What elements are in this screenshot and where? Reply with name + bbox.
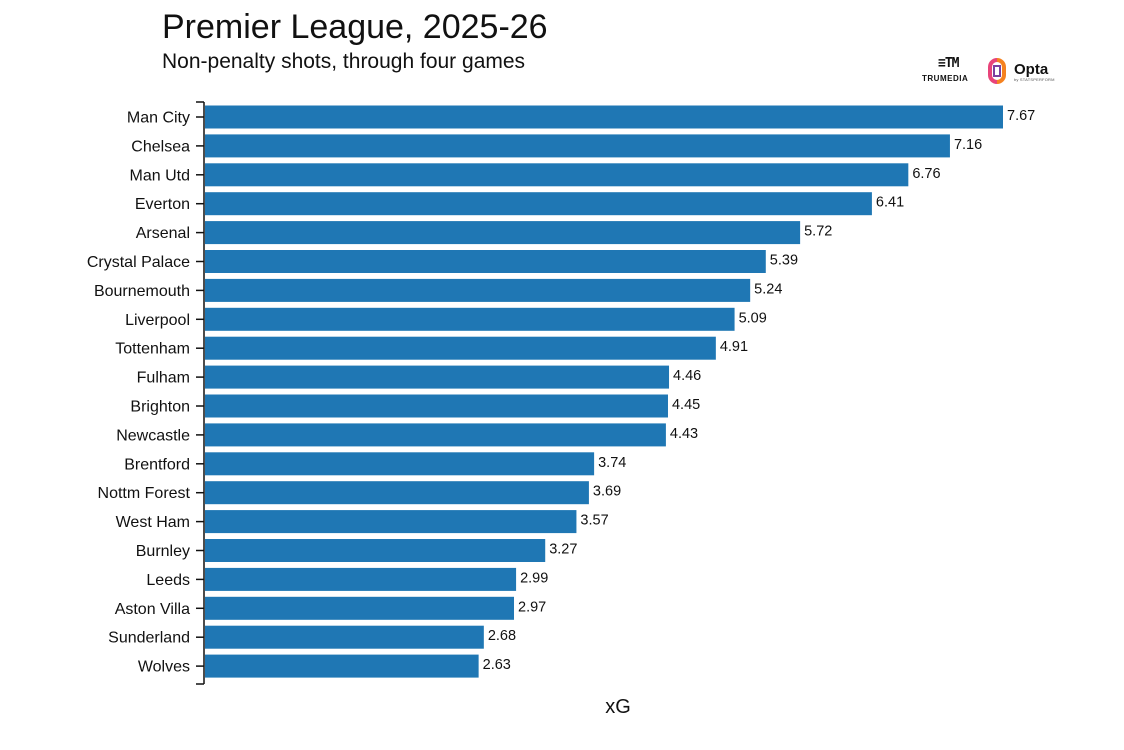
category-label: Bournemouth bbox=[94, 283, 190, 300]
value-label: 7.67 bbox=[1007, 108, 1035, 124]
value-label: 5.72 bbox=[804, 224, 832, 240]
value-label: 2.97 bbox=[518, 599, 546, 615]
category-label: Sunderland bbox=[108, 630, 190, 647]
category-label: Everton bbox=[135, 196, 190, 213]
value-label: 2.99 bbox=[520, 570, 548, 586]
value-label: 5.24 bbox=[754, 281, 782, 297]
category-label: Brighton bbox=[130, 399, 190, 416]
x-axis-label: xG bbox=[605, 696, 631, 718]
value-label: 7.16 bbox=[954, 137, 982, 153]
chart-title: Premier League, 2025-26 bbox=[162, 8, 548, 46]
bar bbox=[205, 481, 589, 505]
trumedia-mark-icon: ≡TM bbox=[938, 56, 960, 71]
value-label: 3.27 bbox=[549, 542, 577, 558]
category-label: Newcastle bbox=[116, 427, 190, 444]
value-label: 6.41 bbox=[876, 195, 904, 211]
opta-wordmark: Opta bbox=[1014, 61, 1049, 78]
bar bbox=[205, 654, 479, 678]
bar bbox=[205, 365, 670, 389]
category-label: Man City bbox=[127, 110, 190, 127]
bar bbox=[205, 278, 751, 302]
value-label: 3.57 bbox=[580, 513, 608, 529]
chart-subtitle: Non-penalty shots, through four games bbox=[162, 50, 526, 73]
category-label: West Ham bbox=[116, 514, 190, 531]
bar bbox=[205, 423, 666, 447]
bar bbox=[205, 336, 716, 360]
opta-mark-icon bbox=[988, 58, 1006, 84]
bar bbox=[205, 625, 484, 649]
category-label: Wolves bbox=[138, 659, 190, 676]
category-label: Aston Villa bbox=[115, 601, 190, 618]
chart-marks: Man City 7.67 Chelsea 7.16 Man Utd 6.76 Everto… bbox=[87, 101, 1035, 685]
category-label: Tottenham bbox=[115, 341, 190, 358]
category-label: Arsenal bbox=[136, 225, 190, 242]
bar bbox=[205, 596, 515, 620]
category-label: Crystal Palace bbox=[87, 254, 190, 271]
value-label: 4.45 bbox=[672, 397, 700, 413]
value-label: 5.09 bbox=[739, 310, 767, 326]
category-label: Chelsea bbox=[131, 138, 190, 155]
value-label: 3.74 bbox=[598, 455, 626, 471]
value-label: 3.69 bbox=[593, 484, 621, 500]
trumedia-logo: ≡TM TRUMEDIA bbox=[920, 54, 982, 86]
category-label: Brentford bbox=[124, 456, 190, 473]
bar bbox=[205, 134, 950, 158]
bar bbox=[205, 539, 546, 562]
bar bbox=[205, 250, 766, 273]
category-label: Fulham bbox=[137, 370, 190, 387]
category-label: Leeds bbox=[146, 572, 190, 589]
category-label: Burnley bbox=[136, 543, 190, 560]
bar bbox=[205, 394, 668, 418]
bar bbox=[205, 221, 801, 245]
bar bbox=[205, 567, 517, 591]
value-label: 4.43 bbox=[670, 426, 698, 442]
value-label: 2.68 bbox=[488, 628, 516, 644]
category-label: Man Utd bbox=[130, 167, 190, 184]
bar bbox=[205, 510, 577, 534]
trumedia-wordmark: TRUMEDIA bbox=[922, 74, 969, 83]
value-label: 5.39 bbox=[770, 253, 798, 269]
value-label: 6.76 bbox=[912, 166, 940, 182]
opta-subtext: by STATSPERFORM bbox=[1014, 77, 1055, 82]
bar bbox=[205, 307, 735, 331]
category-label: Nottm Forest bbox=[98, 485, 191, 502]
value-label: 4.46 bbox=[673, 368, 701, 384]
bar bbox=[205, 192, 872, 216]
opta-logo: Opta by STATSPERFORM bbox=[988, 57, 1068, 87]
value-label: 2.63 bbox=[483, 657, 511, 673]
bar bbox=[205, 105, 1003, 129]
category-label: Liverpool bbox=[125, 312, 190, 329]
bar bbox=[205, 452, 595, 476]
bar bbox=[205, 163, 909, 187]
value-label: 4.91 bbox=[720, 339, 748, 355]
